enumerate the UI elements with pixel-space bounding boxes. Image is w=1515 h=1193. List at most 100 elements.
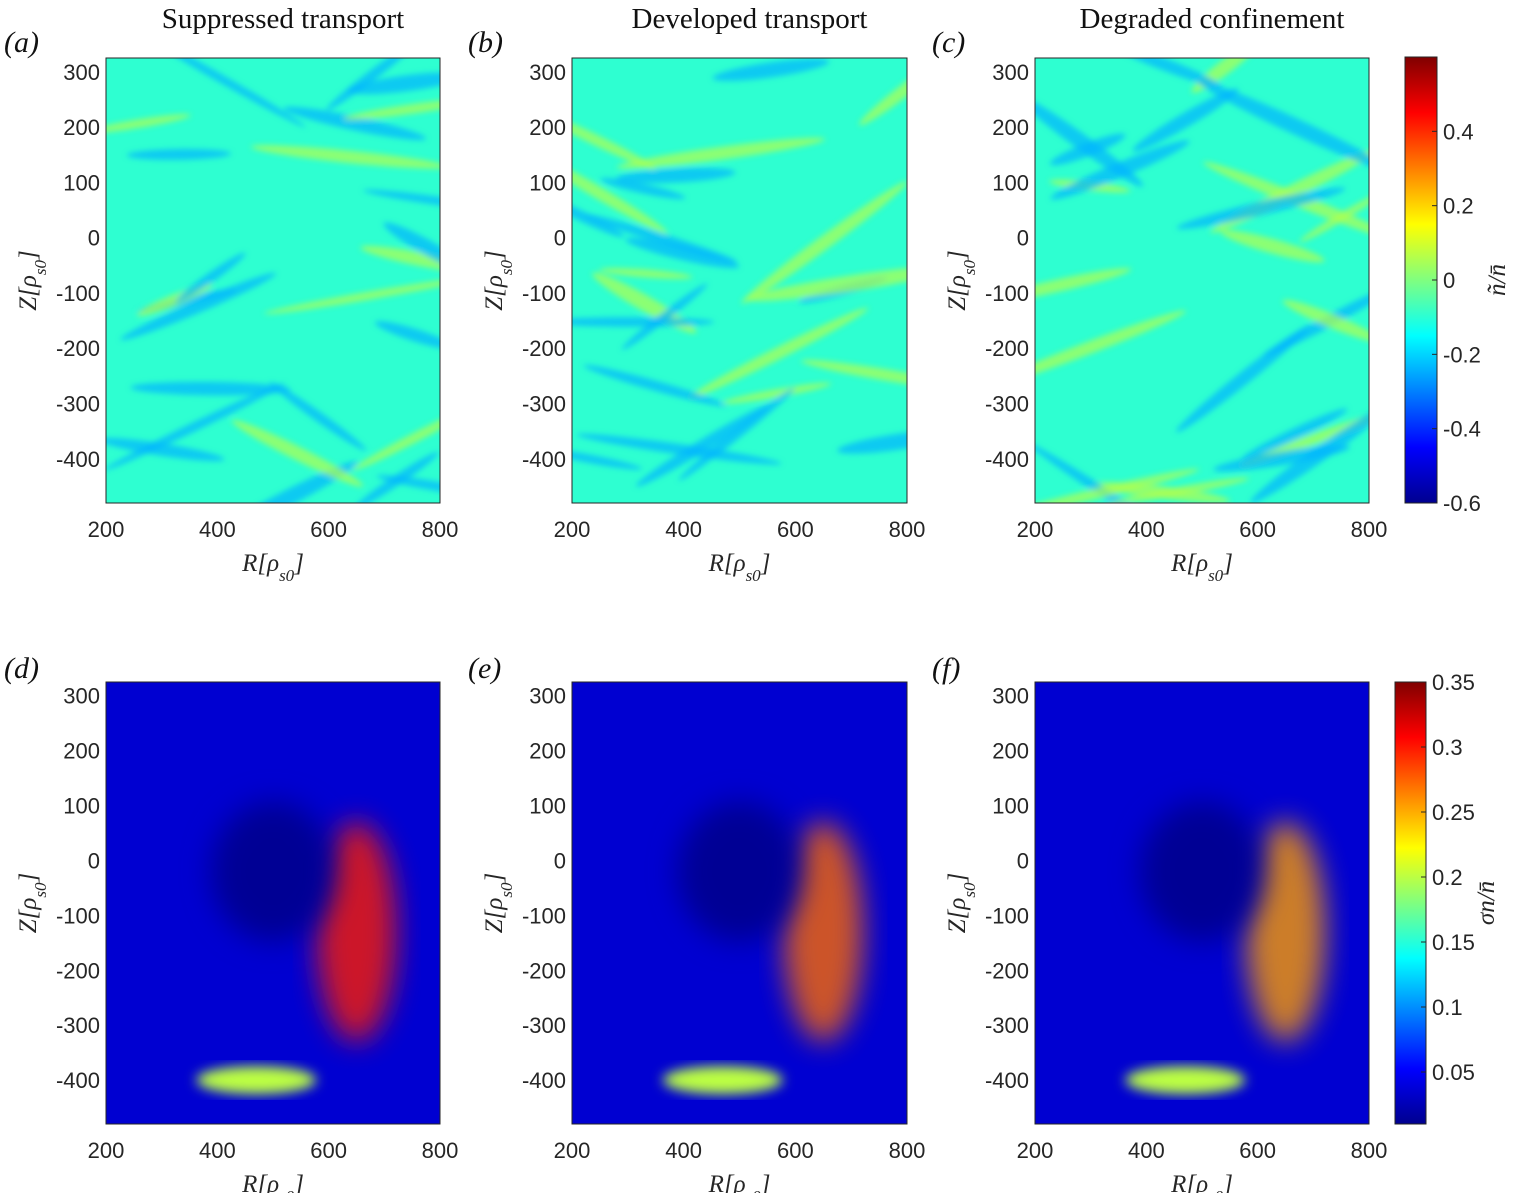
heatmap-eddy [0, 222, 20, 232]
heatmap-streak [678, 387, 795, 481]
heatmap-eddy [0, 181, 12, 188]
y-tick-label: -200 [56, 958, 100, 983]
heatmap-streak [326, 58, 419, 111]
heatmap-eddy [0, 0, 17, 5]
heatmap-streak [837, 430, 907, 454]
y-tick-label: -400 [56, 1068, 100, 1093]
x-tick-label: 600 [777, 517, 814, 542]
heatmap-eddy [0, 0, 6, 6]
heatmap-eddy [0, 0, 9, 3]
x-axis-label-close: ] [293, 1171, 304, 1193]
heatmap-streak [360, 245, 440, 274]
heatmap-eddy [0, 0, 7, 7]
heatmap-eddy [0, 152, 20, 166]
heatmap-eddy [0, 0, 13, 6]
heatmap-eddy [0, 0, 9, 6]
x-axis-label-sub: s0 [1208, 1187, 1224, 1193]
heatmap-eddy [0, 0, 19, 4]
heatmap-eddy [0, 0, 7, 5]
x-tick-label: 400 [199, 1138, 236, 1163]
heatmap-eddy [0, 0, 18, 4]
heatmap-eddy [0, 0, 17, 5]
colorbar-tick-label: -0.6 [1443, 491, 1481, 516]
heatmap-eddy [0, 0, 11, 8]
heatmap-field [0, 0, 907, 487]
y-tick-label: 200 [63, 115, 100, 140]
heatmap-eddy [0, 0, 19, 3]
y-tick-label: -200 [522, 336, 566, 361]
heatmap-eddy [0, 0, 20, 6]
heatmap-eddy [0, 0, 9, 6]
heatmap-eddy [0, 234, 11, 248]
y-axis-label-letter: Z[ρ [481, 275, 508, 311]
heatmap-eddy [0, 0, 7, 8]
heatmap-eddy [0, 0, 21, 5]
heatmap-eddy [0, 0, 14, 8]
heatmap-eddy [0, 0, 10, 7]
heatmap-eddy [0, 151, 13, 159]
heatmap-eddy [0, 0, 15, 7]
heatmap-streak [572, 448, 643, 470]
heatmap-eddy [0, 181, 7, 188]
y-axis-label: Z[ρs0] [944, 250, 979, 311]
heatmap-eddy [0, 0, 11, 4]
heatmap-streak [1035, 268, 1132, 304]
heatmap-eddy [0, 224, 23, 234]
x-tick-label: 400 [665, 1138, 702, 1163]
heatmap-eddy [0, 155, 9, 168]
heatmap-eddy [0, 0, 21, 3]
heatmap-eddy [0, 0, 21, 6]
heatmap-eddy [0, 237, 8, 251]
heatmap-eddy [0, 155, 11, 170]
y-tick-label: -400 [985, 1068, 1029, 1093]
heatmap-eddy [0, 0, 7, 7]
heatmap-eddy [0, 147, 16, 155]
heatmap-eddy [0, 0, 18, 7]
y-axis-label: Z[ρs0] [944, 873, 979, 934]
heatmap-streak [1197, 80, 1369, 172]
y-axis-label-letter: Z[ρ [944, 275, 971, 311]
heatmap-eddy [0, 170, 19, 185]
y-tick-label: -100 [522, 903, 566, 928]
heatmap-eddy [0, 0, 20, 6]
x-tick-label: 200 [88, 517, 125, 542]
heatmap-eddy [0, 0, 10, 7]
heatmap-eddy [0, 0, 12, 6]
heatmap-streak [584, 214, 738, 263]
heatmap-streak [352, 402, 440, 471]
x-axis-label: R[ρs0] [1170, 1171, 1233, 1193]
heatmap-eddy [0, 0, 11, 4]
x-tick-label: 800 [422, 1138, 459, 1163]
heatmap-core [1140, 801, 1264, 942]
heatmap-streak [1220, 230, 1325, 263]
heatmap-streak [801, 359, 907, 392]
heatmap-eddy [0, 184, 18, 191]
colorbar-tick-label: 0.1 [1432, 995, 1463, 1020]
heatmap-streak [264, 276, 440, 314]
colorbar-tick-label: 0.25 [1432, 800, 1475, 825]
x-tick-label: 600 [1239, 517, 1276, 542]
panel-title: Degraded confinement [1080, 3, 1345, 35]
plot-frame [105, 681, 441, 1125]
heatmap-eddy [0, 0, 8, 6]
heatmap-eddy [0, 0, 9, 5]
heatmap-streak [1213, 445, 1351, 472]
heatmap-streak [1176, 187, 1346, 230]
heatmap-eddy [0, 0, 21, 7]
y-tick-label: 100 [63, 170, 100, 195]
heatmap-eddy [0, 0, 7, 6]
y-axis-label: Z[ρs0] [15, 873, 50, 934]
y-tick-label: 300 [529, 684, 566, 709]
heatmap-eddy [0, 0, 9, 3]
heatmap-streak [635, 404, 771, 487]
heatmap-eddy [0, 0, 8, 8]
colorbar-label: σn/n̄ [1473, 881, 1500, 925]
heatmap-eddy [0, 0, 19, 7]
heatmap-streak [130, 381, 291, 396]
heatmap-eddy [0, 0, 10, 6]
colorbar-tick-label: 0.15 [1432, 930, 1475, 955]
heatmap-eddy [0, 0, 9, 6]
heatmap-eddy [0, 0, 12, 8]
x-tick-label: 200 [1017, 1138, 1054, 1163]
panel-title: Developed transport [632, 3, 868, 35]
